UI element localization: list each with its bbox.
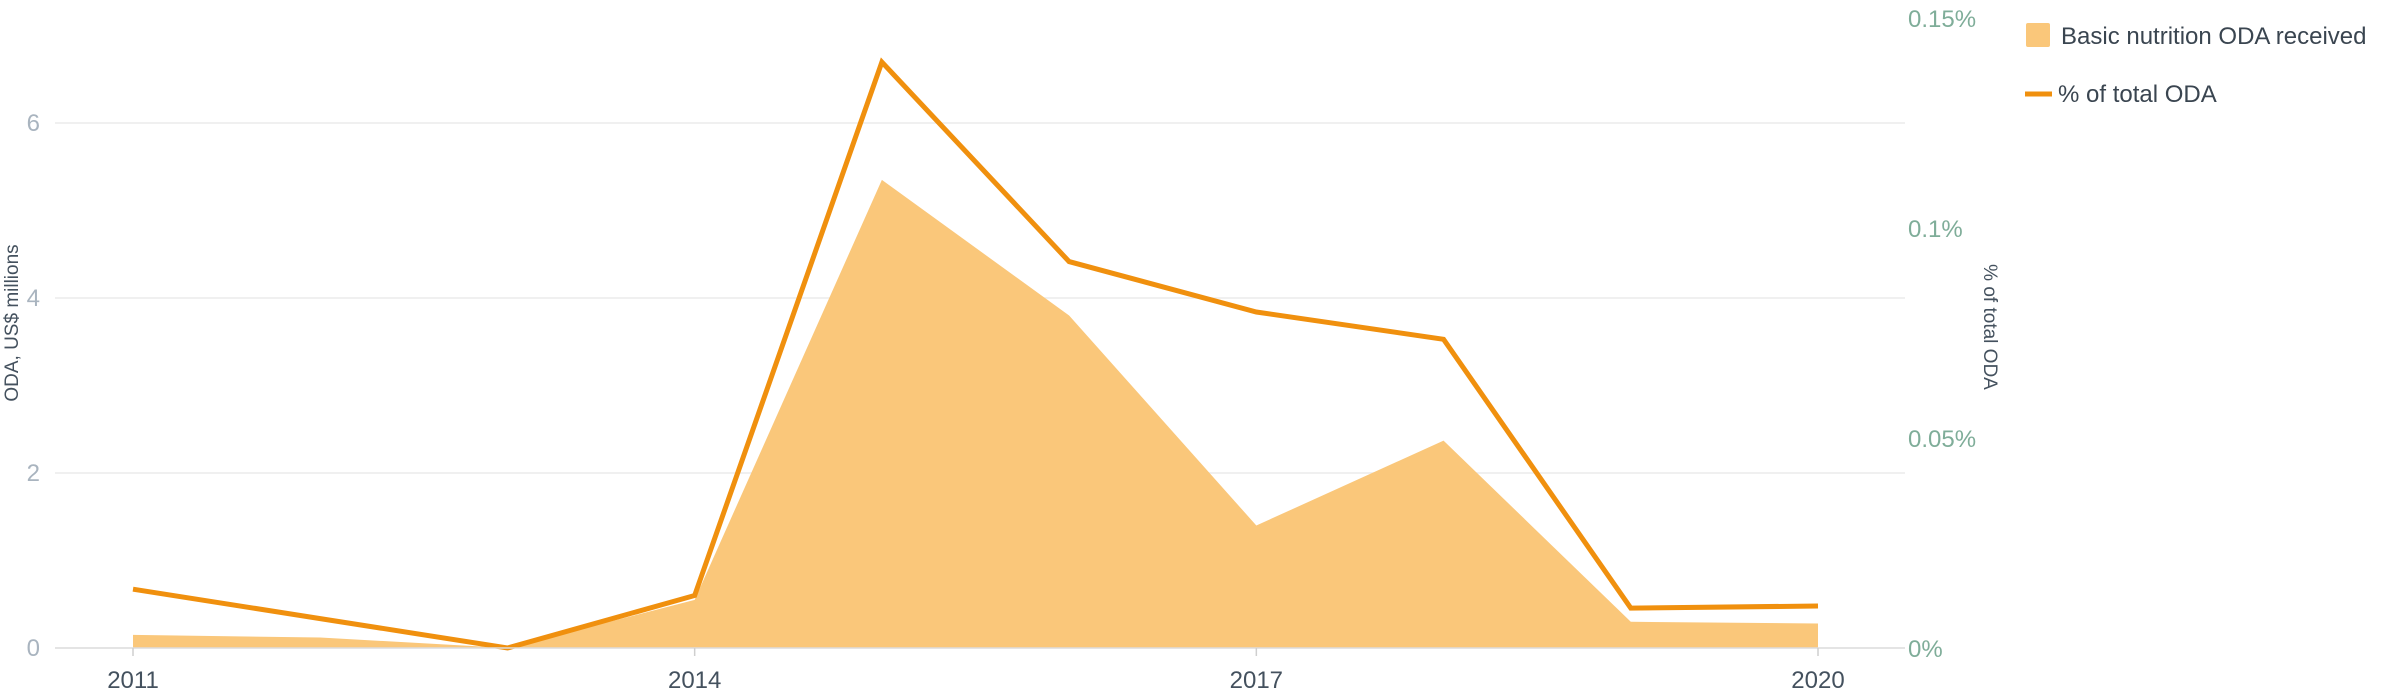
x-tick-label: 2014 bbox=[668, 667, 721, 694]
y-right-tick-label: 0.15% bbox=[1908, 6, 1976, 33]
line-series-layer bbox=[132, 57, 1819, 651]
legend-item-area[interactable]: Basic nutrition ODA received bbox=[2026, 23, 2366, 50]
y-axis-left-title: ODA, US$ millions bbox=[2, 244, 23, 401]
legend-item-line[interactable]: % of total ODA bbox=[2025, 81, 2217, 108]
line-series-pct-total-oda[interactable] bbox=[132, 57, 1819, 651]
y-left-tick-label: 6 bbox=[27, 110, 40, 137]
x-tick-label: 2017 bbox=[1230, 667, 1283, 694]
y-right-tick-label: 0.05% bbox=[1908, 426, 1976, 453]
area-series-basic-nutrition[interactable] bbox=[133, 179, 1818, 648]
area-series-layer bbox=[133, 179, 1818, 648]
y-left-tick-label: 4 bbox=[27, 285, 40, 312]
axes: 0 2 4 6 0% 0.05% 0.1% 0.15% 2011 2014 2017 2020 bbox=[27, 6, 1976, 694]
y-left-tick-label: 0 bbox=[27, 635, 40, 662]
x-tick-label: 2020 bbox=[1791, 667, 1844, 694]
legend: Basic nutrition ODA received % of total … bbox=[2025, 23, 2366, 108]
x-tick-label: 2011 bbox=[107, 667, 159, 694]
y-right-tick-label: 0% bbox=[1908, 636, 1943, 663]
y-right-tick-label: 0.1% bbox=[1908, 216, 1963, 243]
y-left-tick-label: 2 bbox=[27, 460, 40, 487]
legend-swatch-area bbox=[2026, 23, 2050, 47]
legend-label-line: % of total ODA bbox=[2058, 81, 2217, 108]
legend-label-area: Basic nutrition ODA received bbox=[2061, 23, 2366, 50]
y-axis-right-title: % of total ODA bbox=[1979, 264, 2000, 390]
